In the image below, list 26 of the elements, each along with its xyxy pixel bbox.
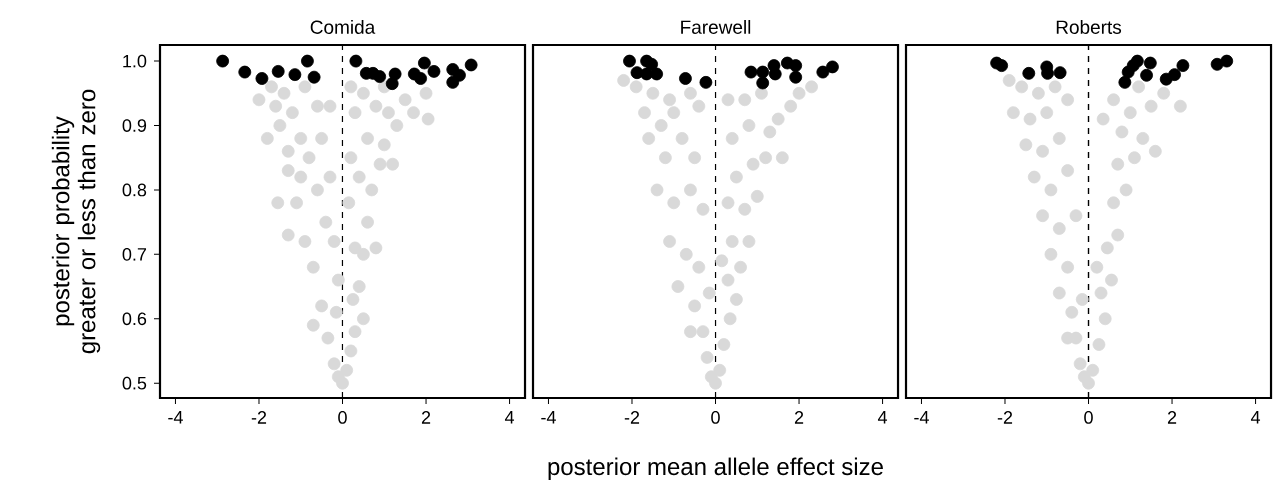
- chart-title: Farewell: [681, 19, 751, 34]
- x-tick-label: 2: [794, 411, 804, 424]
- y-tick-label: 0.6: [122, 312, 147, 326]
- x-tick-label: 2: [1167, 411, 1177, 424]
- y-tick-label: 0.7: [122, 247, 147, 261]
- x-tick-label: 4: [877, 411, 888, 424]
- x-tick-label: 0: [1084, 411, 1093, 424]
- y-tick-label: 1.0: [123, 54, 147, 68]
- y-axis-title: posterior probability greater or less than zero: [51, 89, 101, 354]
- x-tick-label: -4: [168, 411, 183, 424]
- x-tick-label: 0: [711, 411, 720, 424]
- y-tick-label: 0.9: [122, 119, 147, 132]
- chart-title: Comida: [310, 19, 376, 34]
- x-axis-title: posterior mean allele effect size: [548, 457, 883, 480]
- x-tick-label: -2: [624, 411, 640, 424]
- x-tick-label: -2: [251, 411, 267, 424]
- y-tick-label: 0.8: [122, 183, 147, 197]
- chart-title: Roberts: [1056, 19, 1122, 34]
- x-tick-label: -4: [914, 411, 929, 424]
- x-tick-label: 0: [338, 411, 347, 424]
- x-tick-label: -2: [997, 411, 1013, 424]
- x-tick-label: 2: [421, 411, 431, 424]
- x-tick-label: 4: [504, 411, 515, 424]
- x-tick-label: -4: [541, 411, 556, 424]
- x-tick-label: 4: [1250, 411, 1261, 424]
- y-tick-label: 0.5: [122, 376, 147, 390]
